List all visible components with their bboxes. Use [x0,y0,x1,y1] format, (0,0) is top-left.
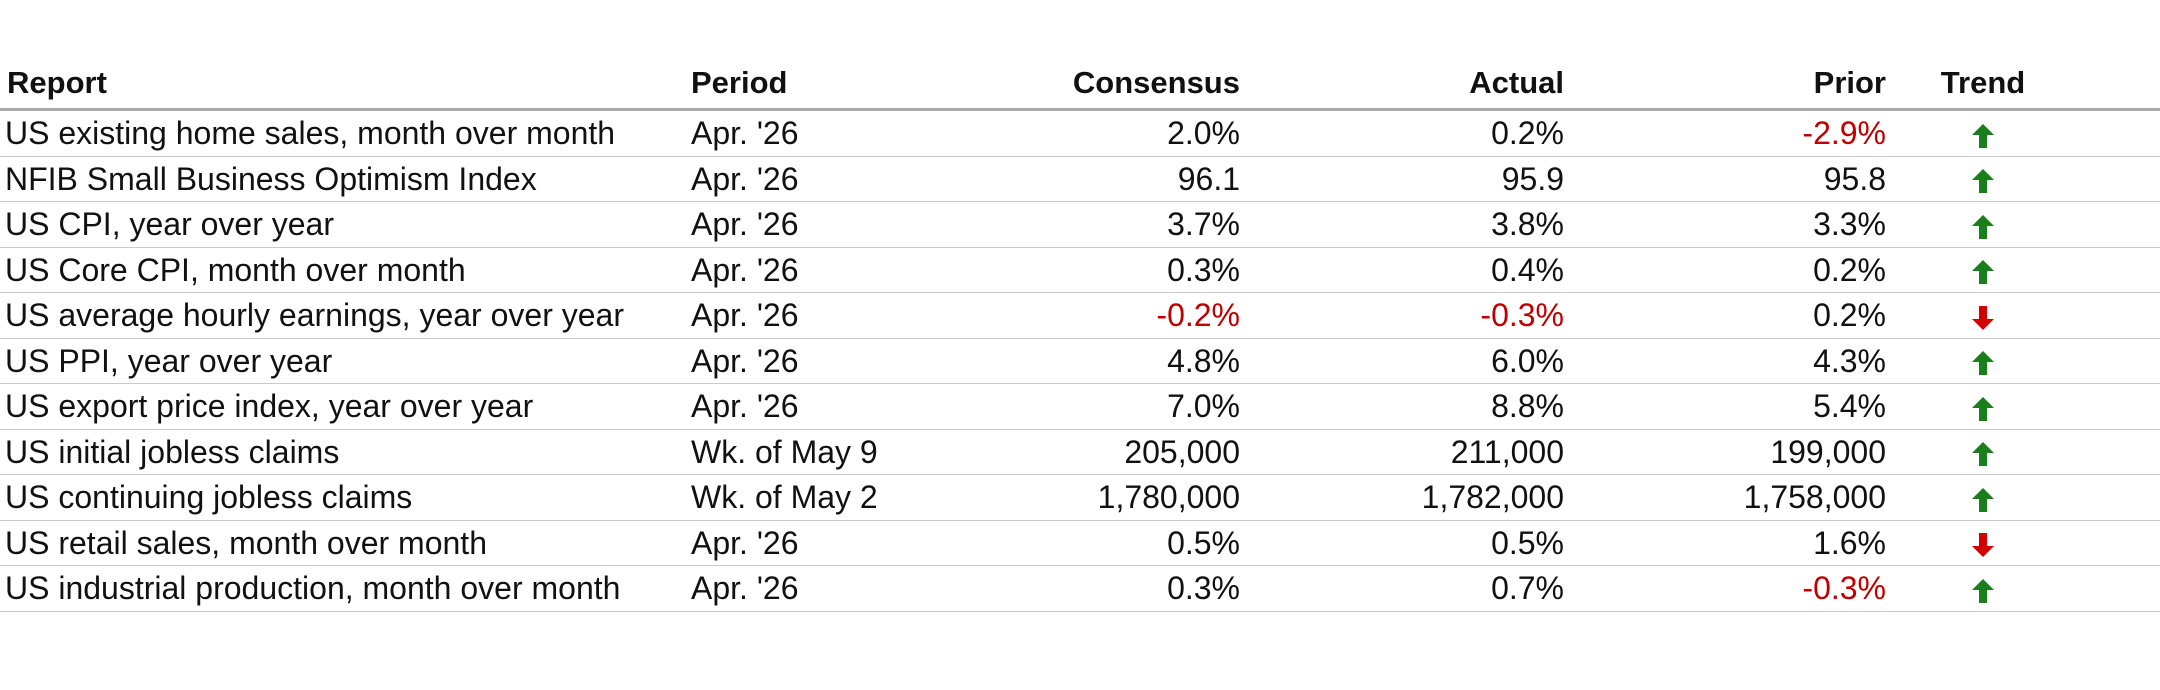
up-arrow-icon [1970,577,1996,605]
cell-trend [1886,384,2160,430]
cell-trend [1886,566,2160,612]
cell-trend [1886,157,2160,202]
cell-consensus: 0.3% [953,248,1240,293]
cell-actual: 211,000 [1240,430,1564,475]
cell-actual: 1,782,000 [1240,475,1564,521]
cell-actual: 0.4% [1240,248,1564,293]
cell-period: Apr. '26 [688,339,953,384]
cell-actual: 0.2% [1240,111,1564,157]
cell-period: Wk. of May 9 [688,430,953,475]
up-arrow-icon [1970,440,1996,468]
cell-period: Apr. '26 [688,293,953,339]
up-arrow-icon [1970,486,1996,514]
cell-report: US export price index, year over year [0,384,688,430]
cell-period: Wk. of May 2 [688,475,953,521]
header-consensus: Consensus [953,58,1240,111]
cell-trend [1886,248,2160,293]
cell-prior: 199,000 [1564,430,1886,475]
cell-prior: 1.6% [1564,521,1886,566]
cell-report: US industrial production, month over mon… [0,566,688,612]
up-arrow-icon [1970,349,1996,377]
header-report: Report [0,58,688,111]
cell-period: Apr. '26 [688,111,953,157]
cell-trend [1886,430,2160,475]
cell-prior: 4.3% [1564,339,1886,384]
cell-consensus: -0.2% [953,293,1240,339]
economic-reports-table: Report Period Consensus Actual Prior Tre… [0,58,2160,612]
cell-actual: 0.7% [1240,566,1564,612]
cell-report: US CPI, year over year [0,202,688,248]
cell-consensus: 0.3% [953,566,1240,612]
cell-consensus: 4.8% [953,339,1240,384]
header-trend: Trend [1886,58,2160,111]
header-prior: Prior [1564,58,1886,111]
cell-report: US retail sales, month over month [0,521,688,566]
cell-prior: 3.3% [1564,202,1886,248]
cell-period: Apr. '26 [688,202,953,248]
up-arrow-icon [1970,213,1996,241]
cell-report: US continuing jobless claims [0,475,688,521]
cell-period: Apr. '26 [688,566,953,612]
cell-consensus: 7.0% [953,384,1240,430]
cell-trend [1886,111,2160,157]
cell-report: US PPI, year over year [0,339,688,384]
cell-prior: -0.3% [1564,566,1886,612]
up-arrow-icon [1970,395,1996,423]
up-arrow-icon [1970,258,1996,286]
cell-report: NFIB Small Business Optimism Index [0,157,688,202]
cell-report: US Core CPI, month over month [0,248,688,293]
cell-period: Apr. '26 [688,521,953,566]
cell-report: US initial jobless claims [0,430,688,475]
cell-actual: 0.5% [1240,521,1564,566]
cell-actual: 95.9 [1240,157,1564,202]
cell-trend [1886,475,2160,521]
header-period: Period [688,58,953,111]
cell-period: Apr. '26 [688,248,953,293]
cell-trend [1886,202,2160,248]
cell-prior: -2.9% [1564,111,1886,157]
cell-prior: 0.2% [1564,293,1886,339]
down-arrow-icon [1970,531,1996,559]
cell-report: US average hourly earnings, year over ye… [0,293,688,339]
cell-period: Apr. '26 [688,384,953,430]
cell-consensus: 205,000 [953,430,1240,475]
cell-actual: 8.8% [1240,384,1564,430]
cell-consensus: 3.7% [953,202,1240,248]
cell-actual: 3.8% [1240,202,1564,248]
cell-consensus: 96.1 [953,157,1240,202]
cell-prior: 0.2% [1564,248,1886,293]
cell-prior: 5.4% [1564,384,1886,430]
cell-actual: -0.3% [1240,293,1564,339]
cell-actual: 6.0% [1240,339,1564,384]
cell-report: US existing home sales, month over month [0,111,688,157]
cell-trend [1886,521,2160,566]
up-arrow-icon [1970,122,1996,150]
cell-consensus: 1,780,000 [953,475,1240,521]
cell-consensus: 2.0% [953,111,1240,157]
up-arrow-icon [1970,167,1996,195]
cell-consensus: 0.5% [953,521,1240,566]
cell-prior: 95.8 [1564,157,1886,202]
header-actual: Actual [1240,58,1564,111]
cell-trend [1886,339,2160,384]
down-arrow-icon [1970,304,1996,332]
cell-prior: 1,758,000 [1564,475,1886,521]
cell-period: Apr. '26 [688,157,953,202]
cell-trend [1886,293,2160,339]
